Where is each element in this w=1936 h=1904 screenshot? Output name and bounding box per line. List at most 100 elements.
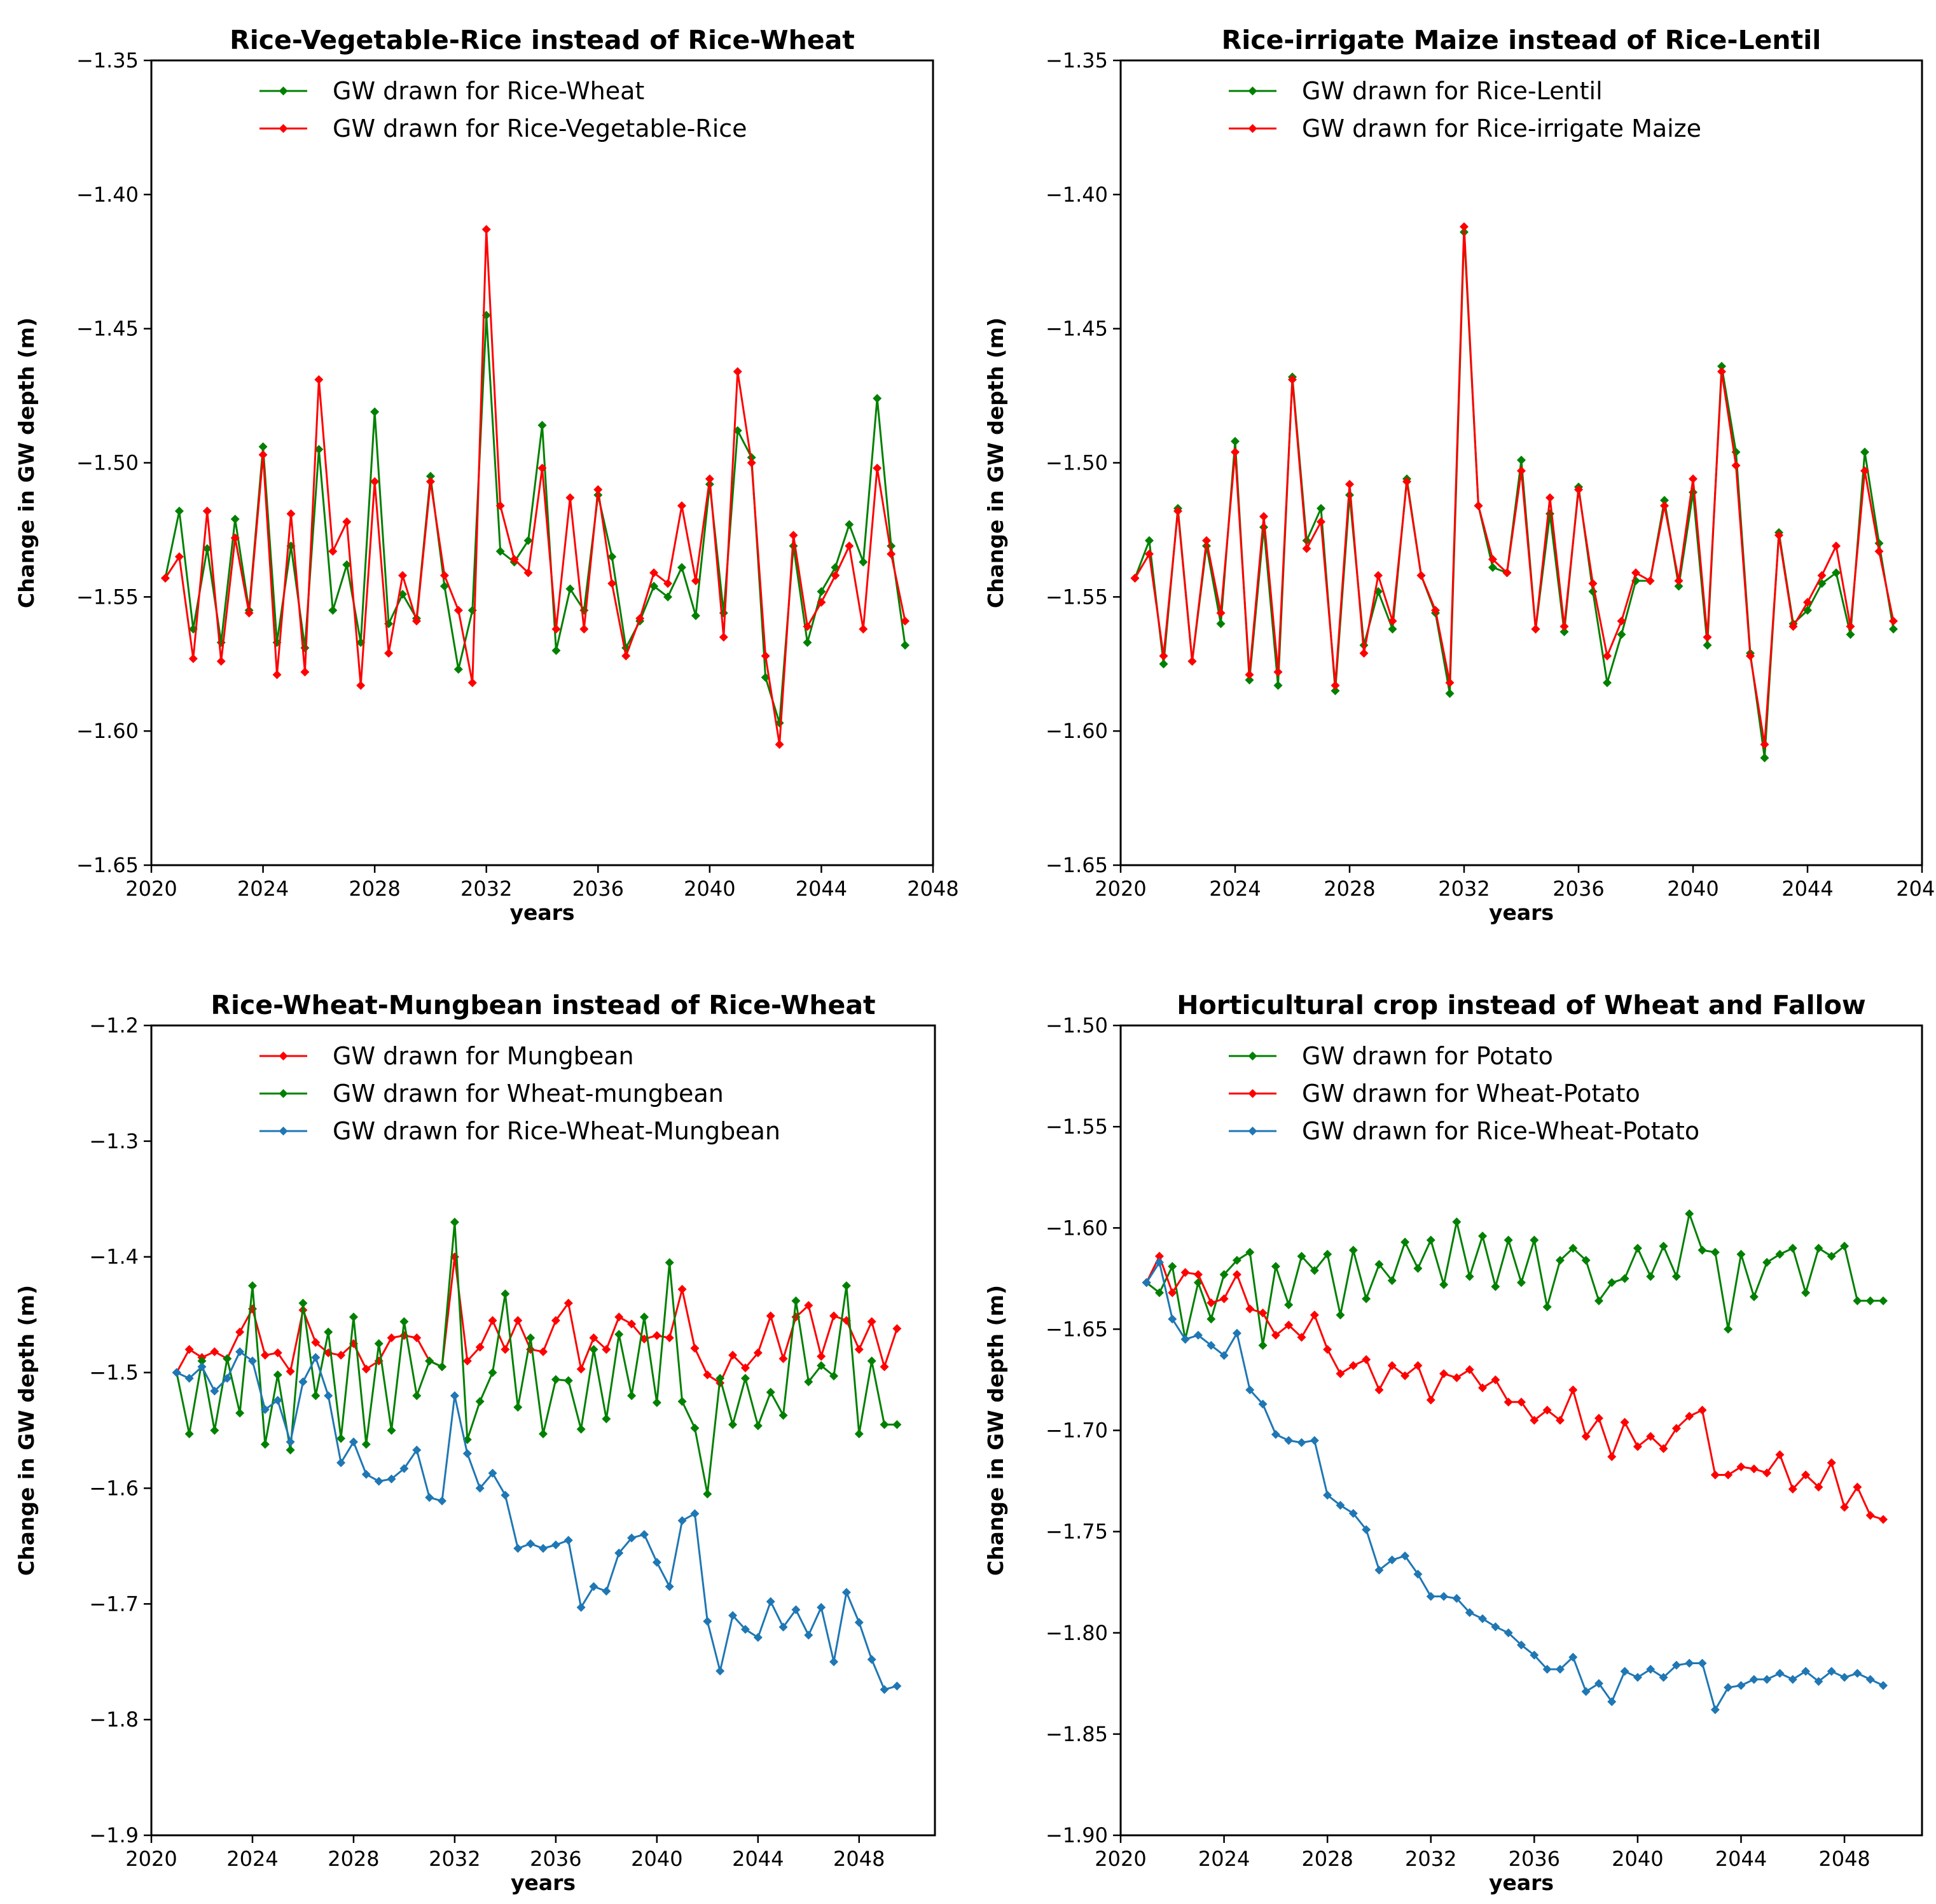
- data-point: [495, 546, 505, 556]
- data-point: [845, 541, 854, 551]
- data-point: [1362, 1355, 1371, 1365]
- series-line: [164, 228, 906, 746]
- data-point: [804, 1301, 813, 1310]
- data-point: [1517, 1397, 1526, 1407]
- data-point: [1491, 1375, 1500, 1384]
- data-point: [854, 1618, 864, 1627]
- data-point: [1130, 573, 1140, 583]
- data-point: [247, 1356, 257, 1366]
- data-point: [665, 1582, 674, 1592]
- data-point: [639, 1312, 649, 1322]
- chart-panel-3: Rice-Wheat-Mungbean instead of Rice-Whea…: [14, 990, 936, 1895]
- data-point: [854, 1345, 864, 1354]
- data-point: [1801, 1470, 1811, 1480]
- legend: GW drawn for Mungbean GW drawn for Wheat-…: [259, 1042, 780, 1145]
- data-point: [1310, 1266, 1319, 1275]
- data-point: [1710, 1470, 1720, 1480]
- data-point: [652, 1557, 661, 1567]
- data-point: [1402, 477, 1411, 487]
- data-point: [1216, 608, 1226, 618]
- data-point: [1827, 1251, 1836, 1261]
- y-tick-label: −1.80: [1046, 1621, 1108, 1645]
- data-point: [273, 1396, 282, 1405]
- data-point: [817, 587, 826, 596]
- data-point: [1724, 1683, 1733, 1692]
- data-point: [841, 1588, 851, 1597]
- legend-label: GW drawn for Potato: [1302, 1042, 1553, 1070]
- data-point: [1439, 1592, 1449, 1601]
- data-point: [1685, 1209, 1694, 1218]
- data-point: [551, 646, 561, 655]
- data-point: [260, 1351, 270, 1360]
- data-point: [1860, 447, 1869, 457]
- data-point: [1273, 667, 1283, 677]
- data-point: [716, 1666, 725, 1676]
- data-point: [892, 1420, 902, 1429]
- legend-label: GW drawn for Wheat-mungbean: [333, 1080, 724, 1108]
- data-point: [1530, 1415, 1539, 1425]
- data-point: [1400, 1237, 1410, 1247]
- data-point: [589, 1582, 598, 1592]
- data-point: [1545, 509, 1554, 518]
- data-point: [1801, 1288, 1811, 1298]
- data-point: [778, 1410, 788, 1420]
- data-point: [817, 597, 826, 607]
- data-point: [649, 568, 659, 578]
- data-point: [1271, 1261, 1280, 1271]
- data-point: [1559, 627, 1569, 637]
- data-point: [1617, 616, 1626, 626]
- data-point: [1245, 1304, 1255, 1314]
- data-point: [665, 1258, 674, 1267]
- data-point: [1173, 506, 1182, 516]
- x-tick-label: 2024: [237, 877, 289, 901]
- data-point: [1865, 1511, 1875, 1520]
- data-point: [791, 1296, 801, 1305]
- data-point: [1202, 536, 1211, 545]
- data-point: [564, 1298, 573, 1308]
- data-point: [488, 1368, 497, 1377]
- data-point: [719, 632, 728, 642]
- data-point: [551, 1540, 560, 1550]
- data-point: [501, 1345, 510, 1354]
- data-point: [425, 477, 435, 487]
- data-point: [753, 1348, 763, 1358]
- data-point: [247, 1281, 257, 1291]
- data-point: [1775, 1450, 1785, 1459]
- y-tick-label: −1.55: [1046, 1115, 1108, 1139]
- y-tick-label: −1.75: [1046, 1520, 1108, 1544]
- data-point: [244, 608, 254, 618]
- data-point: [467, 678, 477, 688]
- data-point: [892, 1324, 902, 1333]
- series-3: [172, 1347, 902, 1694]
- data-point: [311, 1338, 321, 1347]
- data-point: [300, 667, 310, 677]
- data-point: [537, 463, 547, 473]
- data-point: [273, 1348, 282, 1358]
- y-tick-label: −1.6: [89, 1476, 139, 1500]
- y-tick-label: −1.85: [1046, 1722, 1108, 1746]
- data-point: [1840, 1503, 1850, 1512]
- data-point: [873, 463, 882, 473]
- data-point: [1760, 740, 1769, 749]
- legend: GW drawn for Rice-Lentil GW drawn for Ric…: [1229, 77, 1701, 142]
- data-point: [1568, 1385, 1578, 1394]
- data-point: [336, 1351, 346, 1360]
- data-point: [1724, 1470, 1733, 1480]
- data-point: [1542, 1302, 1552, 1312]
- data-point: [523, 536, 533, 545]
- data-point: [690, 1344, 700, 1353]
- series-1: [1130, 227, 1898, 763]
- x-tick-label: 2032: [1438, 877, 1490, 901]
- data-point: [778, 1622, 788, 1632]
- data-point: [1749, 1464, 1759, 1473]
- data-point: [1879, 1296, 1888, 1305]
- data-point: [1259, 522, 1268, 532]
- data-point: [1517, 466, 1526, 476]
- data-point: [621, 651, 631, 661]
- y-tick-label: −1.50: [1046, 1013, 1108, 1038]
- data-point: [412, 1445, 422, 1455]
- x-tick-label: 2048: [1896, 877, 1936, 901]
- y-tick-label: −1.45: [1046, 317, 1108, 341]
- legend-marker: [279, 1052, 288, 1060]
